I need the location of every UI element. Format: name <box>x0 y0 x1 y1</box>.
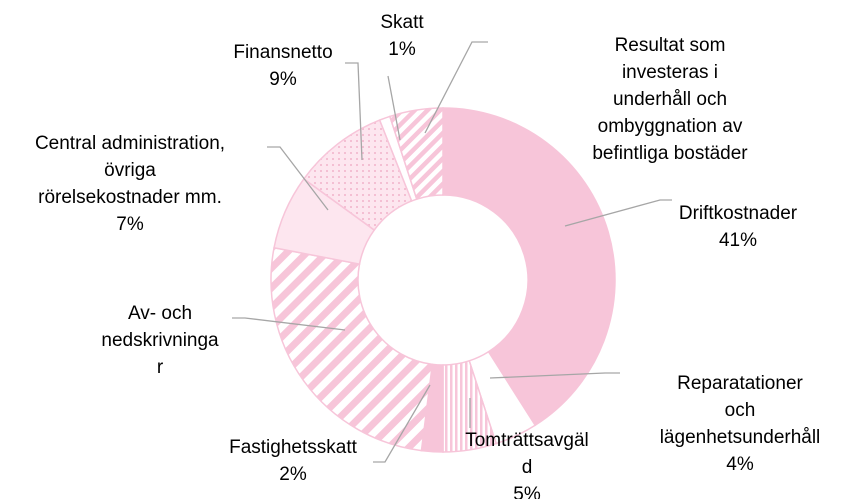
category-label: Fastighetsskatt <box>229 437 357 458</box>
value-label: 1% <box>388 39 416 60</box>
slice-label: Finansnetto 9% <box>233 39 332 93</box>
value-label: 9% <box>269 69 297 90</box>
value-label: 4% <box>726 454 754 475</box>
value-label: 2% <box>279 464 307 485</box>
value-label: 41% <box>718 230 758 251</box>
slice-label: Central administration, övriga rörelseko… <box>35 130 225 238</box>
leader-line <box>564 199 672 227</box>
leader-line <box>232 317 346 331</box>
value-label: 5% <box>513 484 541 499</box>
leader-line <box>387 75 401 141</box>
slice-label: Skatt 1% <box>380 9 423 63</box>
category-label: Finansnetto <box>233 42 333 63</box>
category-label: Skatt <box>380 12 424 33</box>
leader-line <box>489 372 620 379</box>
leader-line <box>424 41 488 134</box>
slice-label: Reparatationer och lägenhetsunderhåll 4% <box>660 370 821 478</box>
slice-label: Resultat som investeras i underhåll och … <box>583 32 757 167</box>
leader-line <box>345 62 363 161</box>
slice <box>442 107 616 427</box>
slice-label: Fastighetsskatt 2% <box>229 434 357 488</box>
slice-label: Driftkostnader 41% <box>679 200 797 254</box>
slice-label: Tomträttsavgäl d 5% <box>465 427 589 499</box>
value-label: 7% <box>116 214 144 235</box>
category-label: Resultat som investeras i underhåll och … <box>592 35 748 164</box>
leader-line <box>373 384 431 463</box>
leader-line <box>267 146 329 211</box>
category-label: Reparatationer och lägenhetsunderhåll <box>659 373 821 448</box>
category-label: Driftkostnader <box>678 203 798 224</box>
slice <box>270 246 434 452</box>
category-label: Tomträttsavgäl d <box>465 430 589 478</box>
category-label: Av- och nedskrivninga r <box>101 303 219 378</box>
category-label: Central administration, övriga rörelseko… <box>34 133 226 208</box>
slice-label: Av- och nedskrivninga r <box>101 300 218 381</box>
slice <box>388 107 444 201</box>
